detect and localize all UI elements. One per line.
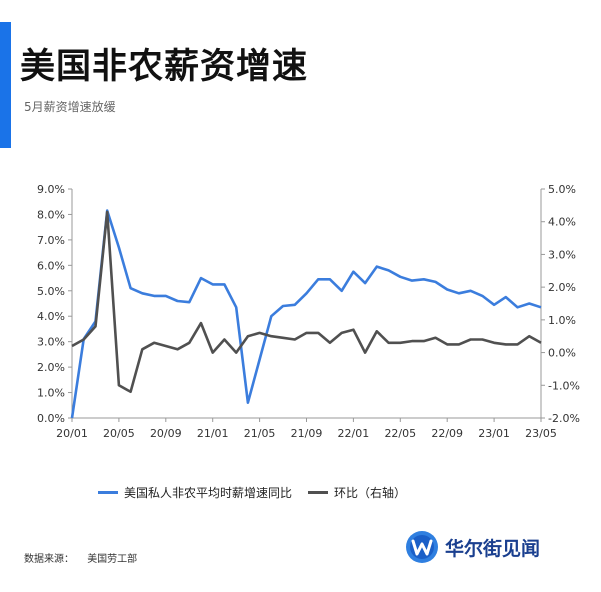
title-accent-bar [0, 22, 11, 148]
x-tick-label: 21/01 [197, 427, 229, 440]
left-tick-label: 4.0% [37, 310, 65, 323]
brand-logo: 华尔街见闻 [405, 530, 540, 564]
source-value: 美国劳工部 [87, 554, 138, 565]
right-tick-label: 1.0% [548, 314, 576, 327]
x-tick-label: 20/09 [150, 427, 182, 440]
chart-legend: 美国私人非农平均时薪增速同比 环比（右轴） [98, 484, 406, 501]
x-tick-label: 22/09 [431, 427, 463, 440]
source-label: 数据来源： [24, 554, 74, 565]
x-tick-label: 21/09 [291, 427, 323, 440]
x-tick-label: 21/05 [244, 427, 276, 440]
brand-name: 华尔街见闻 [445, 537, 541, 560]
left-tick-label: 3.0% [37, 336, 65, 349]
x-tick-label: 22/01 [338, 427, 370, 440]
x-tick-label: 23/05 [525, 427, 557, 440]
left-tick-label: 5.0% [37, 285, 65, 298]
right-tick-label: 0.0% [548, 347, 576, 360]
wage-growth-chart: 0.0% 1.0% 2.0% 3.0% 4.0% 5.0% 6.0% 7.0% 8.0% 9.0%… [37, 183, 580, 440]
left-tick-label: 1.0% [37, 387, 65, 400]
left-tick-label: 2.0% [37, 361, 65, 374]
right-tick-label: 5.0% [548, 183, 576, 196]
legend-item-yoy: 美国私人非农平均时薪增速同比 [98, 484, 292, 501]
x-tick-label: 20/05 [103, 427, 135, 440]
right-tick-label: 2.0% [548, 281, 576, 294]
left-tick-label: 6.0% [37, 259, 65, 272]
legend-item-mom: 环比（右轴） [308, 484, 406, 501]
left-tick-label: 7.0% [37, 234, 65, 247]
right-tick-label: 4.0% [548, 216, 576, 229]
right-tick-label: 3.0% [548, 248, 576, 261]
legend-swatch-blue [98, 491, 118, 494]
legend-swatch-gray [308, 491, 329, 494]
page-title: 美国非农薪资增速 [20, 47, 309, 87]
series-line-mom [71, 210, 542, 394]
x-tick-label: 22/05 [384, 427, 416, 440]
brand-w-icon [406, 531, 438, 563]
x-tick-label: 23/01 [478, 427, 510, 440]
right-tick-label: -1.0% [548, 379, 580, 392]
series-line-yoy [70, 209, 542, 419]
data-source: 数据来源： 美国劳工部 [24, 550, 137, 565]
legend-label-mom: 环比（右轴） [334, 486, 407, 500]
left-tick-label: 9.0% [37, 183, 65, 196]
page-subtitle: 5月薪资增速放缓 [24, 100, 116, 114]
x-tick-label: 20/01 [56, 427, 88, 440]
left-tick-label: 8.0% [37, 208, 65, 221]
left-tick-label: 0.0% [37, 412, 65, 425]
right-tick-label: -2.0% [548, 412, 580, 425]
legend-label-yoy: 美国私人非农平均时薪增速同比 [124, 486, 293, 500]
